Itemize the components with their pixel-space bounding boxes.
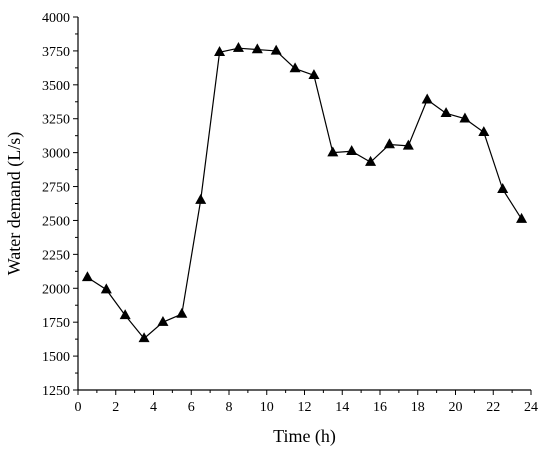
y-tick-label: 4000 <box>42 11 70 26</box>
data-point-marker <box>81 271 93 282</box>
x-tick-label: 20 <box>449 400 463 415</box>
x-tick-label: 2 <box>112 400 119 415</box>
series-layer <box>87 47 523 340</box>
data-point-marker <box>119 309 131 320</box>
x-tick-label: 0 <box>75 400 82 415</box>
data-point-marker <box>516 212 528 223</box>
x-tick-label: 8 <box>226 400 233 415</box>
data-point-marker <box>270 44 282 55</box>
y-tick-label: 2250 <box>42 248 70 263</box>
x-tick-label: 22 <box>486 400 500 415</box>
marker-layer <box>81 41 528 343</box>
data-point-marker <box>478 126 490 137</box>
y-tick-label: 3250 <box>42 113 70 128</box>
data-point-marker <box>251 43 263 54</box>
y-tick-label: 3000 <box>42 147 70 162</box>
data-point-marker <box>176 307 188 318</box>
axes-layer: 1250 1500 1750 2000 2250 2500 2750 3000 3250 3500… <box>42 11 538 415</box>
x-tick-label: 4 <box>150 400 157 415</box>
data-point-marker <box>440 107 452 118</box>
data-point-marker <box>308 69 320 80</box>
data-point-marker <box>100 283 112 294</box>
data-point-marker <box>195 193 207 204</box>
y-axis-title: Water demand (L/s) <box>4 132 25 276</box>
y-tick-label: 3500 <box>42 79 70 94</box>
x-tick-label: 6 <box>188 400 195 415</box>
y-tick-label: 1500 <box>42 350 70 365</box>
x-tick-label: 14 <box>335 400 349 415</box>
data-point-marker <box>327 146 339 157</box>
data-point-marker <box>214 46 226 56</box>
y-tick-label: 3750 <box>42 45 70 60</box>
series-line <box>87 47 523 340</box>
x-tick-label: 10 <box>260 400 274 415</box>
y-tick-label: 2750 <box>42 181 70 196</box>
data-point-marker <box>365 155 377 166</box>
data-point-marker <box>402 139 414 150</box>
x-tick-label: 24 <box>524 400 538 415</box>
y-tick-label: 1250 <box>42 384 70 399</box>
data-point-marker <box>459 112 471 123</box>
x-axis-title: Time (h) <box>273 426 336 447</box>
x-tick-label: 18 <box>411 400 425 415</box>
data-point-marker <box>289 62 301 73</box>
data-point-marker <box>157 315 169 326</box>
data-point-marker <box>383 138 395 149</box>
data-point-marker <box>232 41 244 52</box>
y-tick-label: 2000 <box>42 282 70 297</box>
data-point-marker <box>138 332 150 343</box>
y-tick-label: 1750 <box>42 316 70 331</box>
data-point-marker <box>497 183 509 193</box>
data-point-marker <box>421 93 433 104</box>
data-point-marker <box>346 145 358 155</box>
x-tick-label: 12 <box>298 400 312 415</box>
x-tick-label: 16 <box>373 400 387 415</box>
y-tick-label: 2500 <box>42 214 70 229</box>
